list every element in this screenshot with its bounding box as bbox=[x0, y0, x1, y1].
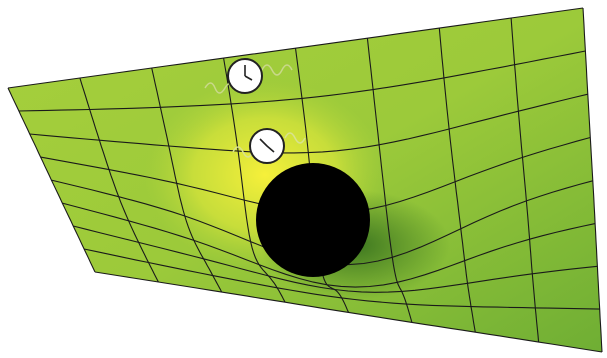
clock-lower bbox=[232, 128, 306, 164]
grid-line bbox=[366, 38, 413, 323]
clock-hands bbox=[244, 65, 253, 81]
mass-sphere bbox=[256, 163, 370, 277]
clock-ticking bbox=[232, 132, 306, 158]
grid-line bbox=[62, 202, 596, 288]
grid-line bbox=[582, 7, 603, 353]
grid-line bbox=[83, 248, 600, 310]
grid-line bbox=[94, 271, 603, 353]
clock-hands bbox=[259, 138, 275, 153]
grid-line bbox=[73, 225, 598, 293]
clock-upper bbox=[204, 58, 293, 94]
grid-line bbox=[438, 28, 476, 333]
grid-line bbox=[510, 17, 540, 343]
